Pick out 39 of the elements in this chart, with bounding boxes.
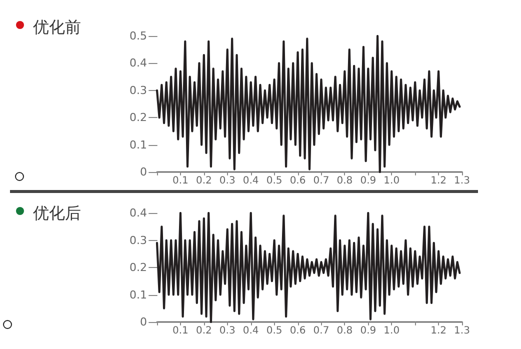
line-series (156, 34, 461, 174)
line-series (156, 212, 461, 324)
y-tick-label: 0.2 (130, 111, 147, 124)
x-tick-label: 0.7 (313, 176, 330, 186)
chart-title: 优化后 (33, 204, 81, 222)
y-tick-label: 0.2 (130, 261, 147, 274)
x-tick-label: 0.6 (290, 176, 306, 186)
y-tick-label: 0.1 (130, 288, 147, 302)
x-tick-label: 0.4 (242, 326, 259, 336)
x-tick-label: 1.3 (454, 176, 470, 186)
y-tick-label: 0.1 (130, 138, 147, 152)
x-tick-label: 0.3 (219, 326, 236, 336)
y-tick-label: 0.3 (130, 234, 147, 247)
x-tick-label: 0.8 (336, 326, 353, 336)
x-tick-label: 0.7 (313, 326, 330, 336)
y-tick-label: 0 (140, 316, 147, 328)
x-tick-label: 0.6 (290, 326, 306, 336)
x-tick-label: 1.2 (430, 326, 446, 336)
x-tick-label: 1.0 (384, 176, 400, 186)
y-tick-label: 0.4 (130, 206, 147, 220)
x-tick-label: 0.9 (360, 176, 376, 186)
x-tick-label: 0.9 (360, 326, 376, 336)
x-tick-label: 0.1 (172, 176, 188, 186)
x-tick-label: 0.1 (172, 326, 188, 336)
x-tick-label: 0.4 (242, 176, 259, 186)
x-tick-label: 0.3 (219, 176, 236, 186)
y-tick-label: 0.3 (130, 84, 147, 97)
x-tick-label: 0.5 (266, 326, 282, 336)
chart-title: 优化前 (33, 18, 81, 36)
y-tick-label: 0.4 (130, 56, 147, 70)
x-tick-label: 0.8 (336, 176, 353, 186)
x-tick-label: 1.0 (384, 326, 400, 336)
x-tick-label: 1.2 (430, 176, 446, 186)
x-tick-label: 0.2 (196, 176, 212, 186)
x-tick-label: 0.5 (266, 176, 282, 186)
x-tick-label: 0.2 (196, 326, 212, 336)
y-tick-label: 0.5 (130, 30, 147, 42)
x-tick-label: 1.3 (454, 326, 470, 336)
y-tick-label: 0 (140, 166, 147, 178)
